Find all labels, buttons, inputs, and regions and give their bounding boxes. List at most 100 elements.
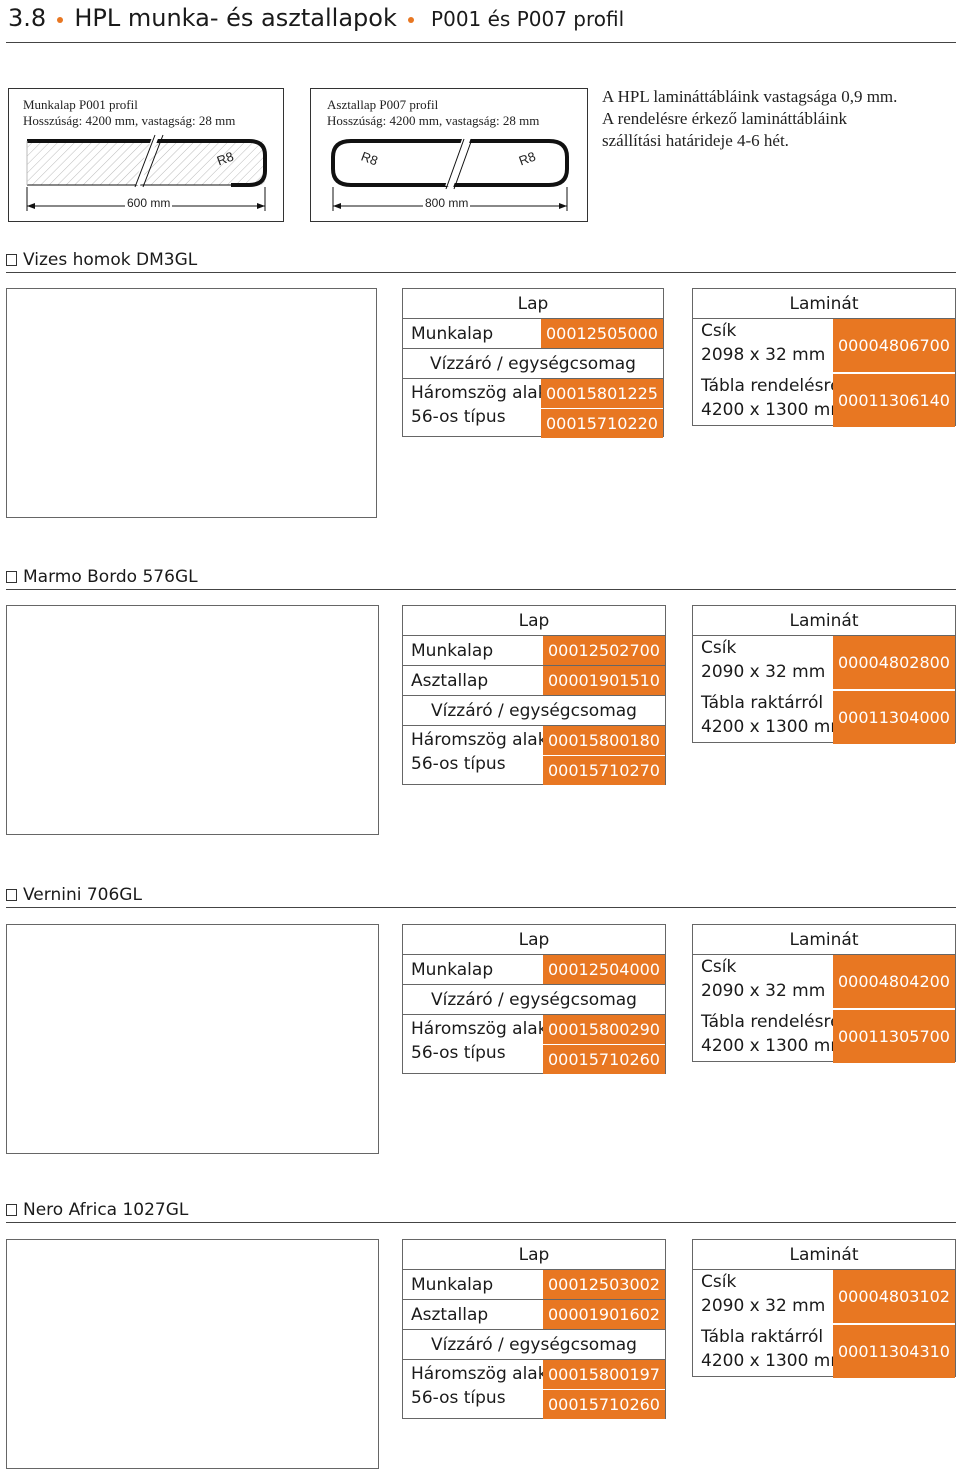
table-row: Munkalap 00012505000: [403, 319, 663, 349]
profile-name: Munkalap P001 profil: [23, 97, 138, 112]
type-label: 56-os típus: [411, 1388, 506, 1408]
tri-label: Háromszög alakú: [411, 1019, 558, 1039]
laminat-row: Tábla raktárról 4200 x 1300 mm 000113043…: [693, 1324, 955, 1378]
table-row: Munkalap 00012502700: [403, 636, 665, 666]
lap-header: Lap: [403, 289, 663, 319]
product-code: 00004802800: [833, 636, 955, 689]
product-code: 00012504000: [543, 955, 665, 984]
product-image: [6, 1239, 379, 1469]
profile-dimensions: Hosszúság: 4200 mm, vastagság: 28 mm: [23, 113, 236, 128]
product-code: 00015710270: [543, 756, 665, 785]
type-label: 56-os típus: [411, 407, 506, 427]
lap-table: Lap Munkalap 00012504000 Vízzáró / egysé…: [402, 924, 666, 1074]
product-image: [6, 288, 377, 518]
product-code: 00015801225: [541, 379, 663, 408]
section-title: Nero Africa 1027GL: [6, 1200, 188, 1220]
laminat-label: Tábla rendelésre: [701, 376, 841, 396]
header-divider: [6, 42, 956, 43]
row-label: Munkalap: [411, 960, 494, 980]
product-code: 00001901510: [543, 666, 665, 695]
product-code: 00015710220: [541, 409, 663, 438]
page-title: 3.8 HPL munka- és asztallapok P001 és P0…: [8, 4, 624, 34]
product-image: [6, 924, 379, 1154]
laminat-label: Csík: [701, 638, 737, 658]
info-note: A HPL laminát­tábláink vastagsága 0,9 mm…: [602, 86, 897, 152]
section-title: Marmo Bordo 576GL: [6, 567, 198, 587]
width-label: 600 mm: [125, 195, 173, 211]
laminat-row: Csík 2098 x 32 mm 00004806700: [693, 319, 955, 373]
type-label: 56-os típus: [411, 1043, 506, 1063]
row-label: Munkalap: [411, 641, 494, 661]
product-code: 00011306140: [833, 374, 955, 427]
laminat-header: Laminát: [693, 289, 955, 319]
product-code: 00011304000: [833, 691, 955, 744]
profile-p007: Asztallap P007 profil Hosszúság: 4200 mm…: [310, 88, 588, 222]
laminat-size: 2090 x 32 mm: [701, 662, 826, 682]
section-title: Vernini 706GL: [6, 885, 142, 905]
product-code: 00012503002: [543, 1270, 665, 1299]
lap-header: Lap: [403, 925, 665, 955]
bullet-icon: [57, 16, 64, 23]
tri-block: Háromszög alakú 56-os típus 00015801225 …: [403, 379, 663, 439]
laminat-label: Tábla rendelésre: [701, 1012, 841, 1032]
laminat-size: 4200 x 1300 mm: [701, 400, 847, 420]
tri-block: Háromszög alakú 56-os típus 00015800290 …: [403, 1015, 665, 1075]
profile-name: Asztallap P007 profil: [327, 97, 439, 112]
laminat-table: Laminát Csík 2098 x 32 mm 00004806700 Tá…: [692, 288, 956, 427]
laminat-row: Tábla raktárról 4200 x 1300 mm 000113040…: [693, 690, 955, 744]
row-label: Asztallap: [411, 671, 489, 691]
section-divider: [6, 589, 956, 590]
table-row: Asztallap 00001901510: [403, 666, 665, 696]
product-image: [6, 605, 379, 835]
table-row: Munkalap 00012504000: [403, 955, 665, 985]
bullet-icon: [407, 16, 414, 23]
info-line-2: A rendelésre érkező laminát­tábláink: [602, 109, 847, 128]
laminat-table: Laminát Csík 2090 x 32 mm 00004802800 Tá…: [692, 605, 956, 744]
laminat-row: Tábla rendelésre 4200 x 1300 mm 00011305…: [693, 1009, 955, 1063]
subtitle-text: P001 és P007 profil: [431, 7, 625, 31]
laminat-header: Laminát: [693, 925, 955, 955]
info-line-1: A HPL laminát­tábláink vastagsága 0,9 mm…: [602, 87, 898, 106]
product-code: 00011305700: [833, 1010, 955, 1063]
profile-dimensions: Hosszúság: 4200 mm, vastagság: 28 mm: [327, 113, 540, 128]
lap-table: Lap Munkalap 00012503002 Asztallap 00001…: [402, 1239, 666, 1419]
water-row: Vízzáró / egységcsomag: [403, 696, 665, 726]
tri-block: Háromszög alakú 56-os típus 00015800197 …: [403, 1360, 665, 1420]
water-row: Vízzáró / egységcsomag: [403, 1330, 665, 1360]
product-code: 00004806700: [833, 319, 955, 372]
row-label: Asztallap: [411, 1305, 489, 1325]
product-code: 00004804200: [833, 955, 955, 1008]
section-divider: [6, 272, 956, 273]
laminat-size: 2090 x 32 mm: [701, 1296, 826, 1316]
lap-table: Lap Munkalap 00012502700 Asztallap 00001…: [402, 605, 666, 785]
laminat-label: Csík: [701, 321, 737, 341]
laminat-size: 4200 x 1300 mm: [701, 1036, 847, 1056]
profile-p001: Munkalap P001 profil Hosszúság: 4200 mm,…: [8, 88, 284, 222]
lap-header: Lap: [403, 606, 665, 636]
laminat-size: 4200 x 1300 mm: [701, 717, 847, 737]
table-row: Asztallap 00001901602: [403, 1300, 665, 1330]
title-text: HPL munka- és asztallapok: [74, 4, 397, 32]
lap-table: Lap Munkalap 00012505000 Vízzáró / egysé…: [402, 288, 664, 439]
laminat-size: 2090 x 32 mm: [701, 981, 826, 1001]
lap-header: Lap: [403, 1240, 665, 1270]
product-code: 00004803102: [833, 1270, 955, 1323]
laminat-label: Tábla raktárról: [701, 1327, 824, 1347]
row-label: Munkalap: [411, 324, 494, 344]
laminat-label: Csík: [701, 1272, 737, 1292]
laminat-label: Csík: [701, 957, 737, 977]
product-code: 00011304310: [833, 1325, 955, 1378]
water-row: Vízzáró / egységcsomag: [403, 349, 663, 379]
laminat-size: 4200 x 1300 mm: [701, 1351, 847, 1371]
laminat-row: Tábla rendelésre 4200 x 1300 mm 00011306…: [693, 373, 955, 427]
product-code: 00001901602: [543, 1300, 665, 1329]
profile-drawing: [26, 131, 267, 211]
laminat-table: Laminát Csík 2090 x 32 mm 00004803102 Tá…: [692, 1239, 956, 1378]
product-code: 00015710260: [543, 1045, 665, 1074]
checkbox-icon: [6, 1204, 17, 1216]
product-code: 00015710260: [543, 1390, 665, 1419]
checkbox-icon: [6, 889, 17, 901]
product-code: 00015800180: [543, 726, 665, 755]
laminat-header: Laminát: [693, 1240, 955, 1270]
row-label: Munkalap: [411, 1275, 494, 1295]
